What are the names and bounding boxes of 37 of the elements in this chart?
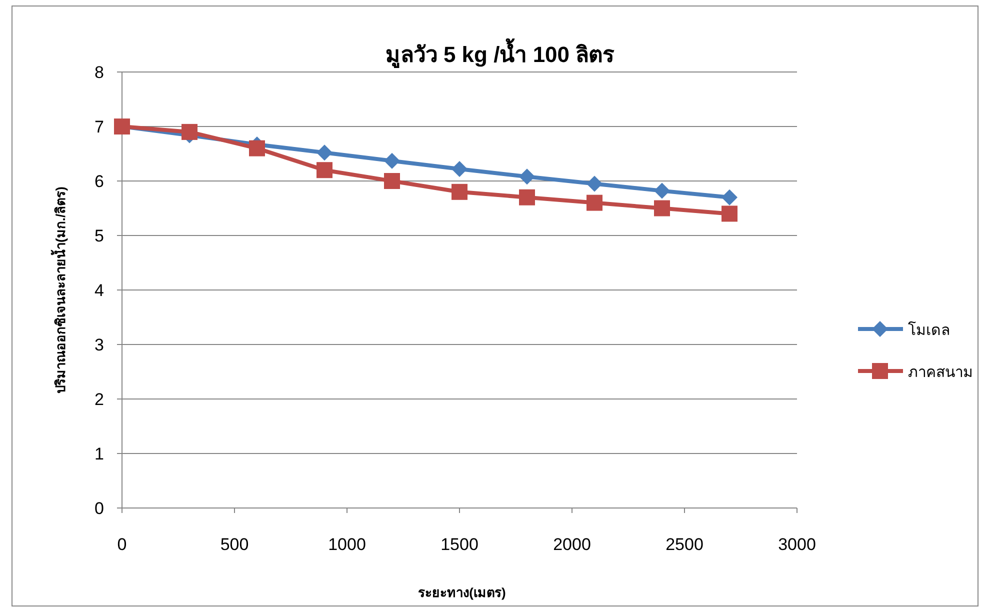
point	[249, 140, 265, 156]
point	[722, 189, 738, 206]
y-tick-label: 3	[94, 336, 104, 354]
x-tick-label: 1500	[440, 535, 478, 554]
x-tick-label: 2000	[553, 535, 591, 554]
y-tick-label: 0	[94, 499, 104, 518]
y-tick-label: 2	[94, 390, 104, 409]
point	[586, 176, 602, 192]
point	[654, 182, 670, 199]
legend-label: โมเดล	[908, 321, 950, 339]
legend-label: ภาคสนาม	[908, 364, 973, 381]
point	[316, 144, 332, 161]
point	[519, 168, 535, 185]
point	[182, 124, 198, 140]
y-tick-label: 4	[94, 281, 104, 300]
x-tick-label: 3000	[778, 535, 816, 554]
point	[654, 200, 670, 216]
x-tick-label: 0	[117, 535, 127, 554]
chart-title: มูลวัว 5 kg /น้ำ 100 ลิตร	[385, 38, 615, 69]
y-tick-label: 7	[94, 118, 104, 136]
point	[384, 173, 400, 189]
y-tick-label: 8	[94, 63, 104, 82]
y-tick-label: 1	[94, 444, 104, 464]
point	[452, 161, 468, 178]
point	[519, 189, 535, 206]
y-tick-label: 5	[94, 226, 104, 246]
x-tick-label: 500	[220, 535, 249, 554]
x-tick-label: 2500	[666, 535, 704, 554]
point	[384, 152, 400, 169]
y-tick-label: 6	[94, 172, 104, 191]
x-axis-title: ระยะทาง(เมตร)	[418, 585, 506, 600]
x-tick-label: 1000	[328, 535, 366, 554]
point	[316, 162, 332, 178]
point	[452, 184, 468, 200]
point	[722, 206, 738, 222]
point	[586, 194, 602, 211]
y-axis-title: ปริมาณออกซิเจนละลายน้ำ(มก./ลิตร)	[50, 186, 68, 394]
